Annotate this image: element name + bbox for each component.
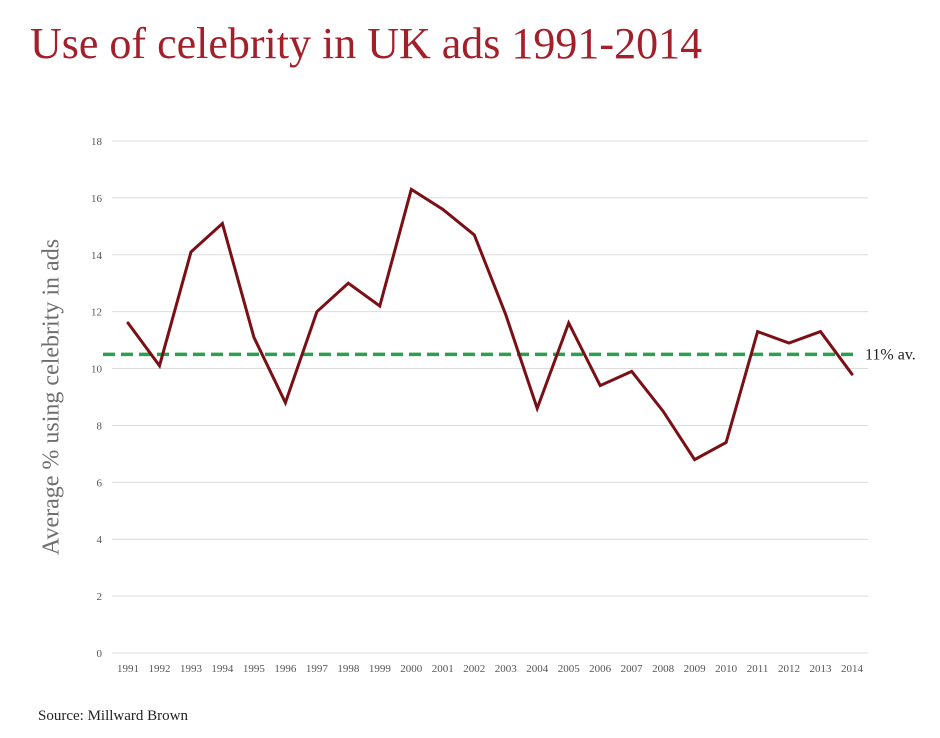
y-tick-label: 16 [91, 193, 103, 205]
x-tick-label: 1994 [211, 663, 234, 675]
x-tick-label: 2012 [778, 663, 800, 675]
x-tick-label: 1995 [243, 663, 266, 675]
x-tick-label: 2009 [684, 663, 707, 675]
x-tick-label: 2000 [400, 663, 423, 675]
x-tick-label: 1992 [148, 663, 170, 675]
source-note: Source: Millward Brown [38, 708, 188, 724]
x-tick-label: 2013 [810, 663, 833, 675]
y-tick-label: 0 [97, 648, 103, 660]
x-tick-label: 2006 [589, 663, 612, 675]
x-tick-label: 1991 [117, 663, 139, 675]
series-layer [126, 187, 854, 462]
x-tick-label: 1996 [274, 663, 297, 675]
y-tick-label: 6 [97, 477, 103, 489]
y-tick-label: 8 [97, 420, 103, 432]
x-tick-label: 1997 [306, 663, 329, 675]
y-tick-label: 12 [91, 307, 102, 319]
series-line [126, 187, 854, 462]
y-tick-labels: 0 2 4 6 8 10 12 14 16 18 [91, 136, 103, 660]
gridlines [112, 140, 868, 654]
y-tick-label: 14 [91, 250, 103, 262]
x-tick-label: 2010 [715, 663, 738, 675]
x-tick-label: 1999 [369, 663, 392, 675]
x-tick-label: 2014 [841, 663, 864, 675]
y-tick-label: 18 [91, 136, 103, 148]
y-tick-label: 4 [97, 534, 103, 546]
x-tick-label: 2005 [558, 663, 581, 675]
y-tick-label: 10 [91, 364, 103, 376]
average-label: 11% av. [865, 346, 916, 363]
average-reference: 11% av. [103, 346, 916, 363]
x-tick-label: 2001 [432, 663, 454, 675]
x-tick-labels: 1991 1992 1993 1994 1995 1996 1997 1998 1999 2000… [117, 663, 864, 675]
x-tick-label: 1993 [180, 663, 203, 675]
x-tick-label: 2011 [747, 663, 769, 675]
chart-title: Use of celebrity in UK ads 1991-2014 [30, 19, 703, 68]
x-tick-label: 1998 [337, 663, 360, 675]
x-tick-label: 2004 [526, 663, 549, 675]
x-tick-label: 2008 [652, 663, 675, 675]
x-tick-label: 2002 [463, 663, 485, 675]
x-tick-label: 2007 [621, 663, 644, 675]
y-tick-label: 2 [97, 591, 103, 603]
x-tick-label: 2003 [495, 663, 518, 675]
